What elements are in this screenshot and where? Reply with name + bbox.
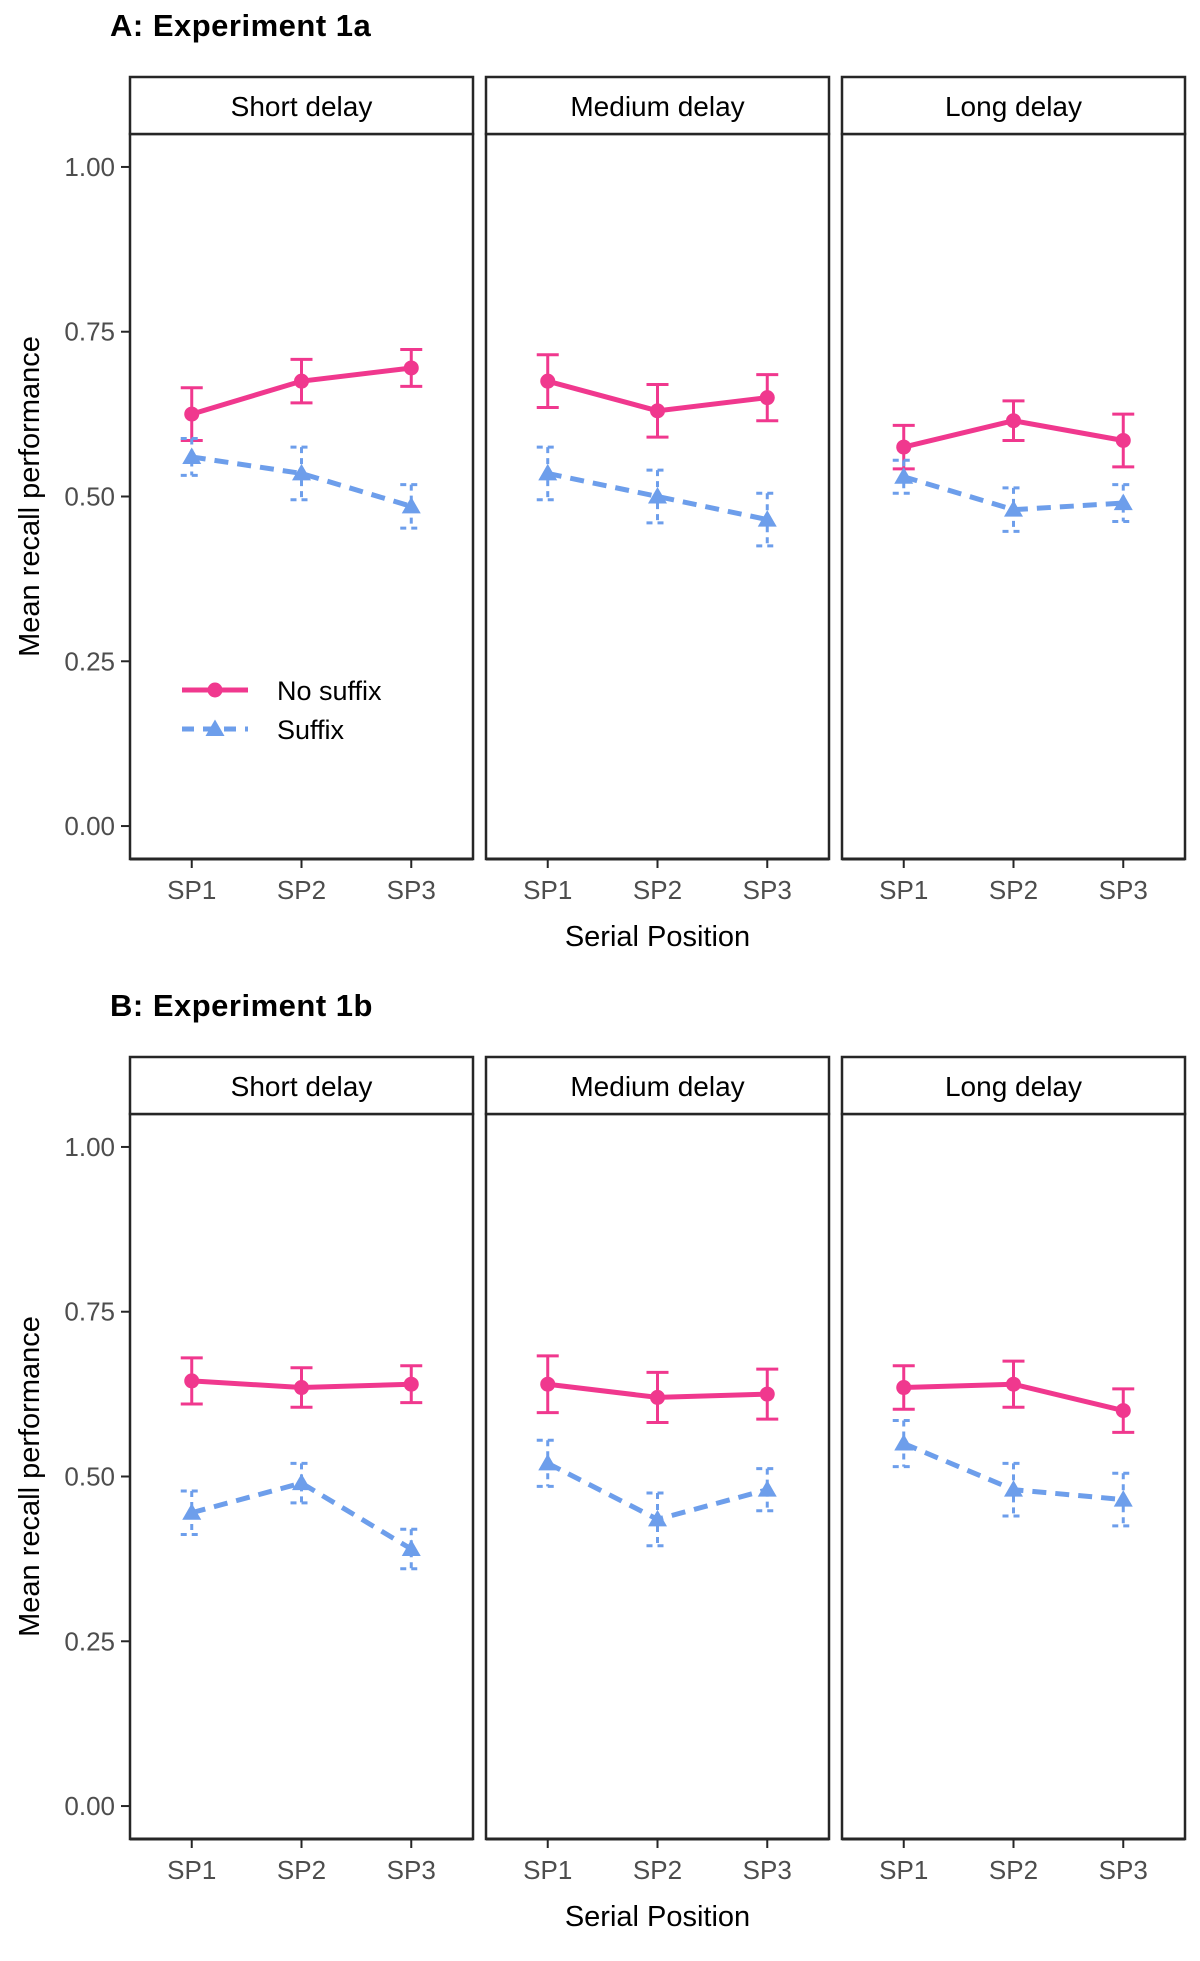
facet-strip — [484, 1055, 831, 1116]
x-tick-label: SP3 — [1099, 875, 1148, 905]
facet-strip — [840, 1055, 1187, 1116]
data-point-no-suffix — [184, 1373, 200, 1389]
panel-experiment-1a: A: Experiment 1a Mean recall performance… — [14, 8, 1187, 953]
legend-label: Suffix — [277, 715, 345, 745]
x-tick-label: SP1 — [879, 875, 928, 905]
data-point-no-suffix — [650, 403, 665, 419]
facet-strip — [128, 1055, 475, 1116]
panel-border — [484, 1112, 831, 1841]
x-tick-label: SP2 — [633, 875, 682, 905]
facet-label: Short delay — [231, 1071, 373, 1102]
facet-strip — [840, 75, 1187, 136]
data-point-suffix — [538, 1453, 558, 1471]
x-tick-label: SP3 — [387, 875, 436, 905]
data-point-suffix — [538, 463, 558, 481]
data-point-suffix — [292, 1473, 311, 1491]
panel-b-title: B: Experiment 1b — [110, 988, 373, 1023]
panel-border — [840, 132, 1187, 861]
error-bars-suffix — [892, 458, 1135, 533]
data-point-no-suffix — [1115, 1403, 1131, 1419]
x-tick-label: SP1 — [167, 875, 216, 905]
data-point-suffix — [182, 447, 202, 464]
data-point-suffix — [648, 1509, 667, 1527]
facet-label: Medium delay — [570, 1071, 744, 1102]
data-point-no-suffix — [1006, 413, 1021, 429]
data-point-no-suffix — [540, 1376, 556, 1392]
data-point-suffix — [1113, 1490, 1133, 1507]
y-tick-label: 0.25 — [64, 646, 115, 676]
y-tick-label: 0.00 — [64, 811, 115, 841]
x-tick-label: SP2 — [633, 1855, 682, 1885]
panel-a-title: A: Experiment 1a — [110, 8, 372, 43]
data-point-no-suffix — [896, 439, 912, 455]
series-line-suffix — [903, 474, 1124, 513]
y-tick-label: 0.50 — [64, 1462, 115, 1492]
x-tick-label: SP3 — [743, 1855, 792, 1885]
series-line-suffix — [191, 454, 412, 509]
panel-experiment-1b: B: Experiment 1b Mean recall performance… — [0, 980, 1200, 1961]
legend-key-marker — [207, 682, 223, 698]
data-point-suffix — [182, 1503, 202, 1520]
y-tick-label: 1.00 — [64, 1132, 115, 1162]
legend-entry: Suffix — [182, 715, 345, 745]
y-tick-label: 0.75 — [64, 317, 115, 347]
data-point-no-suffix — [294, 1380, 309, 1396]
x-tick-label: SP1 — [167, 1855, 216, 1885]
data-point-no-suffix — [759, 1386, 775, 1402]
data-point-suffix — [894, 467, 914, 484]
x-tick-label: SP1 — [523, 875, 572, 905]
legend-entry: No suffix — [182, 676, 382, 706]
data-point-suffix — [894, 1434, 914, 1451]
legend-label: No suffix — [277, 676, 382, 706]
facet-label: Long delay — [945, 1071, 1082, 1102]
data-point-suffix — [292, 463, 311, 481]
facet-label: Long delay — [945, 91, 1082, 122]
data-point-suffix — [648, 487, 667, 504]
facet-strip — [484, 75, 831, 136]
legend-key-marker — [205, 719, 225, 736]
data-point-suffix — [401, 496, 421, 514]
x-tick-label: SP2 — [989, 875, 1038, 905]
x-tick-label: SP3 — [743, 875, 792, 905]
x-tick-label: SP3 — [1099, 1855, 1148, 1885]
data-point-no-suffix — [1006, 1376, 1021, 1392]
data-point-suffix — [757, 510, 777, 527]
data-point-suffix — [1113, 493, 1133, 511]
data-point-suffix — [757, 1480, 777, 1497]
x-axis-title-a: Serial Position — [564, 921, 751, 953]
data-point-suffix — [401, 1539, 421, 1556]
x-tick-label: SP2 — [277, 875, 326, 905]
panel-b-chart: Short delay SP1 SP2 SP3 Medium delay SP1 SP2 SP… — [64, 1055, 1187, 1885]
data-point-no-suffix — [759, 390, 775, 406]
data-point-no-suffix — [184, 406, 200, 422]
data-point-no-suffix — [540, 373, 556, 389]
data-point-no-suffix — [403, 360, 419, 376]
x-tick-label: SP2 — [989, 1855, 1038, 1885]
y-tick-label: 0.50 — [64, 482, 115, 512]
x-tick-label: SP3 — [387, 1855, 436, 1885]
facet-strip — [128, 75, 475, 136]
data-point-suffix — [1004, 1480, 1023, 1497]
error-bars-suffix — [180, 1461, 423, 1571]
y-tick-label: 0.25 — [64, 1626, 115, 1656]
facet-label: Medium delay — [570, 91, 744, 122]
x-axis-title-b: Serial Position — [564, 1901, 751, 1933]
x-tick-label: SP2 — [277, 1855, 326, 1885]
data-point-no-suffix — [896, 1380, 912, 1396]
legend: No suffix Suffix — [182, 676, 382, 745]
data-point-no-suffix — [294, 373, 309, 389]
data-point-no-suffix — [403, 1376, 419, 1392]
y-tick-label: 0.75 — [64, 1297, 115, 1327]
series-line-suffix — [547, 470, 768, 523]
data-point-no-suffix — [1115, 432, 1131, 448]
data-point-no-suffix — [650, 1389, 665, 1405]
facet-label: Short delay — [231, 91, 373, 122]
x-tick-label: SP1 — [523, 1855, 572, 1885]
y-tick-label: 1.00 — [64, 152, 115, 182]
y-tick-label: 0.00 — [64, 1791, 115, 1821]
panel-a-chart: Short delay SP1 SP2 SP3 Medium delay SP1 SP2 SP… — [64, 75, 1187, 905]
data-point-suffix — [1004, 500, 1023, 517]
x-tick-label: SP1 — [879, 1855, 928, 1885]
